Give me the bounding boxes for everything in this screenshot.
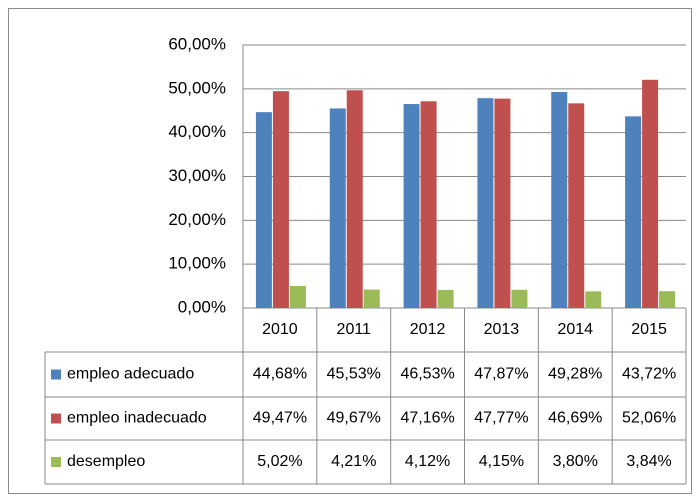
bar: [346, 90, 363, 308]
data-label: 45,53%: [327, 366, 381, 383]
bar: [289, 285, 306, 308]
bar: [625, 116, 642, 309]
y-tick-label: 40,00%: [168, 122, 226, 141]
data-label: 49,28%: [548, 366, 602, 383]
y-tick-label: 10,00%: [168, 254, 226, 273]
y-tick-label: 20,00%: [168, 210, 226, 229]
data-label: 47,16%: [400, 410, 454, 427]
legend-key: [51, 369, 61, 380]
y-tick-label: 30,00%: [168, 166, 226, 185]
bar: [642, 79, 659, 308]
bar: [272, 91, 289, 309]
data-label: 47,77%: [474, 410, 528, 427]
bar: [363, 289, 380, 308]
bar: [477, 98, 494, 308]
bar: [437, 289, 454, 308]
bar: [255, 112, 272, 308]
bar: [494, 98, 511, 308]
data-label: 4,21%: [331, 453, 376, 470]
y-tick-label: 0,00%: [178, 297, 226, 316]
data-label: 46,53%: [400, 366, 454, 383]
data-label: 49,67%: [327, 410, 381, 427]
x-tick-label: 2010: [262, 321, 298, 338]
bar: [403, 104, 420, 308]
legend-key: [51, 457, 61, 467]
bar: [511, 289, 528, 308]
data-label: 3,80%: [553, 453, 598, 470]
data-label: 4,12%: [405, 453, 450, 470]
y-tick-label: 60,00%: [168, 34, 226, 53]
legend-label: empleo inadecuado: [67, 410, 207, 427]
bar: [551, 91, 568, 308]
data-label: 43,72%: [622, 366, 676, 383]
x-tick-label: 2013: [484, 321, 520, 338]
bar: [568, 103, 585, 308]
bar: [659, 291, 676, 308]
data-label: 5,02%: [257, 453, 302, 470]
y-tick-label: 50,00%: [168, 78, 226, 97]
x-tick-label: 2011: [337, 321, 372, 338]
data-label: 49,47%: [253, 410, 307, 427]
data-label: 52,06%: [622, 410, 676, 427]
data-label: 46,69%: [548, 410, 602, 427]
bar: [329, 108, 346, 308]
bar: [585, 291, 602, 308]
data-label: 4,15%: [479, 453, 524, 470]
data-label: 44,68%: [253, 366, 307, 383]
data-label: 47,87%: [474, 366, 528, 383]
legend-label: desempleo: [67, 453, 145, 470]
legend-label: empleo adecuado: [67, 366, 194, 383]
bar: [420, 101, 437, 308]
x-tick-label: 2012: [410, 321, 446, 338]
x-tick-label: 2014: [557, 321, 593, 338]
data-label: 3,84%: [626, 453, 671, 470]
legend-key: [51, 413, 61, 424]
x-tick-label: 2015: [631, 321, 667, 338]
